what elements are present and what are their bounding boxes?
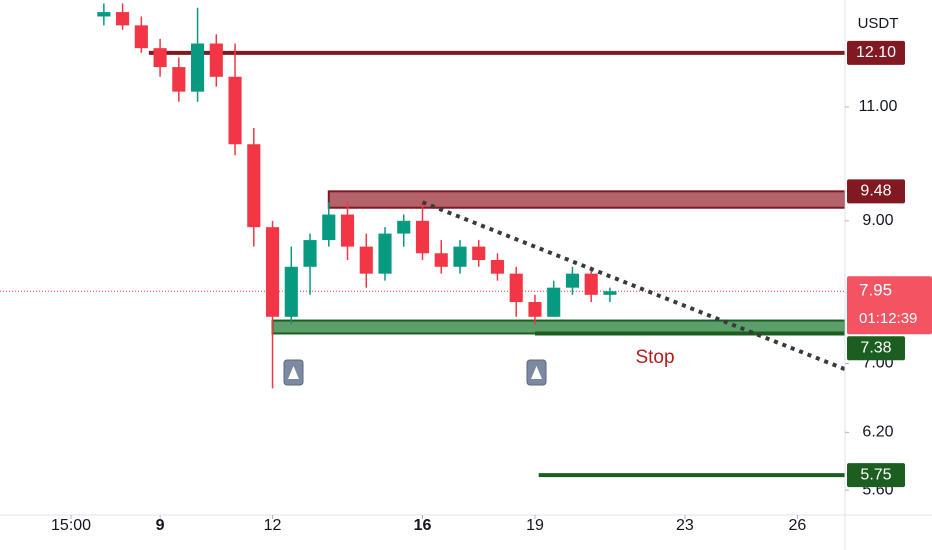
candle-body [247,144,261,228]
candle-body [116,12,130,26]
marker [526,359,547,386]
zone [327,190,845,209]
x-tick-label: 15:00 [51,517,91,534]
currency-label: USDT [858,15,899,32]
candle-body [397,220,411,234]
zone-label-box [847,179,905,204]
candle-body [453,246,467,267]
candle-body [134,25,148,49]
level-label-box [847,336,905,361]
x-tick-label: 23 [676,517,694,534]
x-tick-label: 16 [414,517,432,534]
candle-body [472,246,486,260]
trendline [421,200,845,372]
candle-body [509,273,523,303]
candle-body [97,12,111,17]
y-tick-label: 11.00 [859,98,898,115]
level-label: 5.75 [860,466,891,483]
candle-body [415,220,430,254]
x-tick-label: 26 [788,517,806,534]
level-label-box [847,463,905,488]
y-tick-label: 6.20 [862,424,893,441]
candle-body [265,227,280,317]
candle-body [284,266,298,317]
plot-area [0,3,845,478]
candle-body [340,214,355,247]
y-tick-label: 9.00 [862,212,893,229]
candle-body [228,76,242,145]
candle-body [434,253,448,267]
candle-body [603,291,617,295]
candle-body [209,43,223,77]
candle-body [172,67,186,92]
candle-body [547,287,561,317]
candle-body [584,273,598,295]
level-label: 12.10 [856,44,896,61]
x-tick-label: 12 [264,517,282,534]
candle-body [490,259,505,274]
current-price-label: 7.95 [859,281,892,300]
candle-body [378,233,392,274]
candle-body [359,246,373,274]
marker [283,359,304,386]
level-label-box [847,40,905,65]
x-tick-label: 19 [526,517,544,534]
countdown-label: 01:12:39 [859,310,917,327]
candle-body [565,273,580,288]
candle-body [191,43,205,92]
annotation: Stop [635,347,674,368]
candle-body [322,214,336,241]
current-price-box [847,276,932,335]
candle-body [528,302,542,317]
level-label: 7.38 [860,339,891,356]
candle-body [153,48,167,68]
zone-label: 9.48 [860,183,891,200]
x-tick-label: 9 [156,517,165,534]
candle-body [303,240,317,267]
